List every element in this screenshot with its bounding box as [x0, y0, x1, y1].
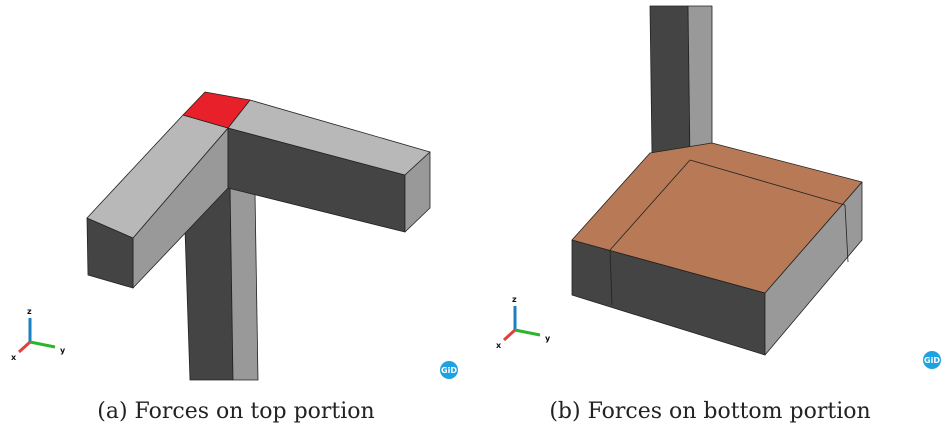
- caption: (b) Forces on bottom portion: [549, 399, 870, 424]
- column-front: [650, 6, 690, 160]
- model-top-portion: [87, 92, 430, 380]
- axis-label-y: y: [545, 334, 551, 343]
- axis-label-x: x: [11, 353, 17, 362]
- axis-label-z: z: [27, 307, 32, 316]
- column-side: [230, 185, 258, 380]
- axis-label-x: x: [496, 341, 502, 350]
- column-side: [688, 6, 712, 160]
- page: z y x GiD (a) Forces on top portion z y …: [0, 0, 946, 432]
- logo-text: GiD: [924, 356, 940, 365]
- gid-logo: GiD: [923, 351, 941, 369]
- gid-logo: GiD: [440, 361, 458, 379]
- figure: z y x GiD (a) Forces on top portion z y …: [0, 0, 946, 432]
- axis-label-y: y: [60, 346, 66, 355]
- logo-text: GiD: [441, 366, 457, 375]
- model-bottom-portion: [572, 6, 862, 355]
- caption: (a) Forces on top portion: [97, 399, 374, 424]
- axis-triad: z y x: [496, 295, 551, 350]
- axis-triad: z y x: [11, 307, 66, 362]
- axis-label-z: z: [512, 295, 517, 304]
